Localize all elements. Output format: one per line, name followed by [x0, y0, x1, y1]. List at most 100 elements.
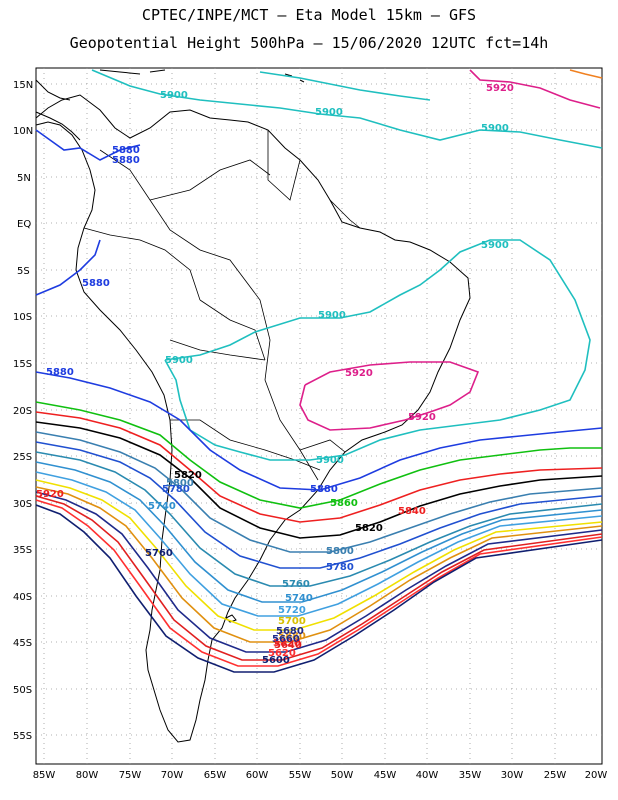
label-5620: 5820 — [273, 638, 301, 649]
label-5680-b: 5680 — [276, 626, 304, 637]
country-borders — [83, 130, 361, 481]
lat-label-30s: 30S — [13, 499, 32, 510]
lat-label-eq: EQ — [17, 219, 31, 230]
label-5780-b: 5780 — [326, 562, 354, 573]
contour-5760 — [35, 451, 603, 587]
label-5600: 5600 — [262, 655, 290, 666]
lat-label-45s: 45S — [13, 638, 32, 649]
lon-label-25w: 25W — [544, 770, 567, 781]
lat-label-5s: 5S — [17, 266, 30, 277]
lon-label-75w: 75W — [119, 770, 142, 781]
label-5900-a: 5900 — [160, 90, 188, 101]
coastlines — [35, 69, 471, 743]
label-5840: 5840 — [398, 506, 426, 517]
map-title-line-2: Geopotential Height 500hPa – 15/06/2020 … — [69, 34, 549, 52]
lat-label-15n: 15N — [13, 80, 33, 91]
label-5700: 5700 — [278, 616, 306, 627]
contour-5920-ne — [469, 69, 601, 109]
lon-label-65w: 65W — [204, 770, 227, 781]
lon-label-50w: 50W — [331, 770, 354, 781]
label-5900-e: 5900 — [318, 310, 346, 321]
label-5900-c: 5900 — [481, 123, 509, 134]
label-5800-a: 5800 — [166, 478, 194, 489]
lon-label-80w: 80W — [76, 770, 99, 781]
contour-5720 — [35, 471, 603, 617]
label-5780-a: 5780 — [162, 484, 190, 495]
map-title-line-1: CPTEC/INPE/MCT – Eta Model 15km – GFS — [141, 6, 477, 24]
lon-label-55w: 55W — [289, 770, 312, 781]
contour-5880-west — [35, 239, 101, 296]
label-5680: 5880 — [278, 631, 306, 642]
label-5880-e: 5880 — [310, 484, 338, 495]
label-5880-a: 5880 — [112, 145, 140, 156]
contour-5880-north — [35, 129, 141, 161]
label-5900-g: 5900 — [316, 455, 344, 466]
label-5900-b: 5900 — [315, 107, 343, 118]
lat-label-10n: 10N — [13, 126, 33, 137]
contour-5660 — [35, 491, 603, 653]
label-5880-c: 5880 — [82, 278, 110, 289]
contour-5900-central — [164, 239, 591, 461]
label-5920-c: 5920 — [408, 412, 436, 423]
lat-label-15s: 15S — [13, 359, 32, 370]
label-5620-b: 5620 — [268, 648, 296, 659]
caribbean-islands — [99, 69, 305, 83]
central-america-coastline — [35, 79, 81, 141]
contour-5680 — [35, 486, 603, 643]
lon-label-60w: 60W — [246, 770, 269, 781]
lat-label-40s: 40S — [13, 592, 32, 603]
label-5900-f: 5900 — [165, 355, 193, 366]
contour-5780 — [35, 441, 603, 569]
label-5620-west: 5920 — [36, 489, 64, 500]
contour-5900-north-2 — [259, 71, 431, 101]
lat-label-5n: 5N — [17, 173, 31, 184]
label-5740-a: 5740 — [148, 501, 176, 512]
lon-label-85w: 85W — [33, 770, 56, 781]
contour-5840 — [35, 411, 603, 523]
contour-orange-ne — [569, 69, 603, 79]
lat-label-35s: 35S — [13, 545, 32, 556]
lon-label-20w: 20W — [585, 770, 608, 781]
label-5720: 5720 — [278, 605, 306, 616]
lat-label-25s: 25S — [13, 452, 32, 463]
contour-5740 — [35, 461, 603, 603]
label-5820-a: 5820 — [174, 470, 202, 481]
label-5600-west: 5760 — [145, 548, 173, 559]
label-5820-b: 5820 — [355, 523, 383, 534]
label-5880-b: 5880 — [112, 155, 140, 166]
height-contours — [35, 69, 603, 673]
contour-5860 — [35, 401, 602, 509]
contour-5620 — [35, 499, 603, 667]
map-frame — [35, 67, 603, 765]
contour-5800 — [35, 431, 603, 553]
contour-5880-south — [35, 371, 603, 491]
label-5640: 5640 — [274, 640, 302, 651]
label-5860: 5860 — [330, 498, 358, 509]
lon-label-70w: 70W — [161, 770, 184, 781]
label-5880-d: 5880 — [46, 367, 74, 378]
contour-5920-brazil — [299, 361, 480, 431]
contour-5600 — [35, 504, 603, 673]
contour-5900-north — [91, 69, 603, 149]
lon-label-45w: 45W — [374, 770, 397, 781]
lat-label-55s: 55S — [13, 731, 32, 742]
lat-label-10s: 10S — [13, 312, 32, 323]
graticule — [36, 68, 602, 764]
label-5660: 5660 — [272, 634, 300, 645]
contour-5640 — [35, 495, 603, 661]
lat-label-50s: 50S — [13, 685, 32, 696]
label-5900-d: 5900 — [481, 240, 509, 251]
label-5800-b: 5800 — [326, 546, 354, 557]
contour-5700 — [35, 479, 603, 631]
label-5920-b: 5920 — [345, 368, 373, 379]
lat-label-20s: 20S — [13, 406, 32, 417]
contour-5820 — [35, 421, 603, 539]
label-5740-b: 5740 — [285, 593, 313, 604]
lon-label-30w: 30W — [501, 770, 524, 781]
lon-label-35w: 35W — [459, 770, 482, 781]
contour-labels: 5900 5900 5900 5900 5900 5900 5900 5920 … — [36, 83, 514, 666]
south-america-coastline — [35, 94, 471, 743]
label-5920-a: 5920 — [486, 83, 514, 94]
lon-label-40w: 40W — [416, 770, 439, 781]
